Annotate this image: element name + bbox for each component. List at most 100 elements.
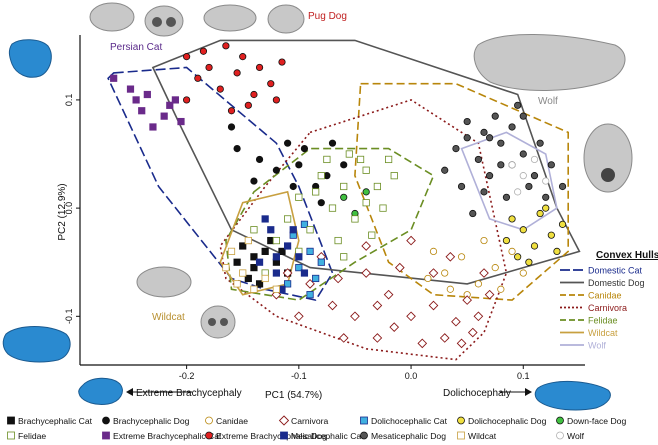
point-extreme-brachycephalic-dog xyxy=(199,47,208,55)
legend-marker xyxy=(102,431,110,440)
point-dolichocephalic-dog xyxy=(514,253,522,261)
y-tick-label: -0.1 xyxy=(64,309,74,325)
legend-label: Wolf xyxy=(567,431,585,441)
point-brachycephalic-cat xyxy=(278,247,286,255)
point-wildcat xyxy=(250,285,258,293)
legend-label: Mesaticephalic Cat xyxy=(291,431,364,441)
point-extreme-brachycephalic-dog xyxy=(233,69,241,77)
point-carnivora xyxy=(406,235,416,246)
point-mesaticephalic-dog xyxy=(480,128,488,136)
point-extreme-brachycephalic-cat xyxy=(149,123,157,131)
point-mesaticephalic-dog xyxy=(457,182,466,191)
point-dolichocephalic-dog xyxy=(558,220,567,228)
point-mesaticephalic-dog xyxy=(486,172,494,180)
point-mesaticephalic-dog xyxy=(463,134,471,142)
point-carnivora xyxy=(361,268,372,278)
point-brachycephalic-dog xyxy=(255,155,264,164)
point-brachycephalic-cat xyxy=(250,253,258,261)
point-felidae xyxy=(390,172,398,180)
point-carnivora xyxy=(417,338,428,349)
point-carnivora xyxy=(428,300,439,311)
point-carnivora xyxy=(462,295,473,305)
pug-dog-label: Pug Dog xyxy=(308,11,347,22)
point-extreme-brachycephalic-dog xyxy=(239,53,247,61)
hull-legend-label: Felidae xyxy=(588,316,618,326)
x-tick-label: 0.1 xyxy=(517,371,530,381)
blue-skull-bottom-right xyxy=(534,380,611,411)
point-brachycephalic-cat xyxy=(261,247,269,255)
point-down-face-dog xyxy=(362,188,370,196)
dolichocephaly-label: Dolichocephaly xyxy=(443,388,511,399)
data-points xyxy=(110,42,567,349)
x-tick-label: -0.1 xyxy=(291,371,307,381)
point-mesaticephalic-cat xyxy=(267,226,275,234)
point-mesaticephalic-dog xyxy=(519,112,527,120)
x-tick-label: -0.2 xyxy=(179,371,195,381)
legend-marker xyxy=(360,431,368,440)
point-dolichocephalic-dog xyxy=(547,231,555,239)
point-mesaticephalic-cat xyxy=(295,253,303,261)
y-axis-label: PC2 (12.9%) xyxy=(57,183,68,240)
legend-marker xyxy=(360,416,368,425)
point-extreme-brachycephalic-cat xyxy=(138,107,146,115)
point-brachycephalic-dog xyxy=(289,182,297,191)
point-mesaticephalic-dog xyxy=(497,139,505,147)
point-felidae xyxy=(328,204,337,212)
x-axis-label: PC1 (54.7%) xyxy=(265,390,322,401)
point-carnivora xyxy=(372,333,383,343)
point-extreme-brachycephalic-dog xyxy=(250,90,258,99)
point-carnivora xyxy=(372,300,383,311)
bottom-legend: Brachycephalic Cat Brachycephalic Dog Cani… xyxy=(7,415,626,441)
point-brachycephalic-cat xyxy=(255,280,264,288)
point-felidae xyxy=(272,236,280,245)
x-tick-label: 0.0 xyxy=(405,371,418,381)
point-felidae xyxy=(334,236,342,245)
convex-hulls-legend-title: Convex Hulls xyxy=(596,250,658,261)
point-mesaticephalic-dog xyxy=(547,161,555,169)
point-dolichocephalic-cat xyxy=(295,264,303,272)
legend-marker xyxy=(7,416,15,425)
point-wildcat xyxy=(239,269,247,277)
point-extreme-brachycephalic-dog xyxy=(227,107,236,115)
point-canidae xyxy=(519,269,527,277)
point-carnivora xyxy=(445,251,456,262)
legend-label: Brachycephalic Dog xyxy=(113,416,190,426)
point-brachycephalic-cat xyxy=(250,264,258,272)
point-felidae xyxy=(340,253,348,261)
point-dolichocephalic-dog xyxy=(519,226,527,234)
point-brachycephalic-cat xyxy=(233,258,241,266)
point-carnivora xyxy=(333,273,343,284)
point-carnivora xyxy=(383,289,394,300)
point-dolichocephalic-dog xyxy=(553,247,561,255)
point-dolichocephalic-cat xyxy=(317,258,325,266)
hull-legend-label: Carnivora xyxy=(588,303,627,313)
point-extreme-brachycephalic-cat xyxy=(171,96,179,104)
point-mesaticephalic-dog xyxy=(536,139,544,147)
point-dolichocephalic-dog xyxy=(530,242,539,250)
point-felidae xyxy=(362,199,370,207)
point-canidae xyxy=(497,285,505,293)
blue-skull-bottom-left-2 xyxy=(78,377,123,405)
point-brachycephalic-dog xyxy=(340,161,348,169)
point-mesaticephalic-dog xyxy=(480,188,488,196)
point-extreme-brachycephalic-dog xyxy=(216,85,224,93)
point-brachycephalic-cat xyxy=(239,242,247,250)
point-extreme-brachycephalic-dog xyxy=(278,58,286,66)
point-felidae xyxy=(312,188,320,196)
point-carnivora xyxy=(473,311,484,322)
legend-marker xyxy=(280,431,288,440)
point-dolichocephalic-dog xyxy=(508,215,516,223)
point-dolichocephalic-cat xyxy=(312,274,320,283)
hull-carnivora xyxy=(219,99,508,361)
point-carnivora xyxy=(484,289,495,300)
point-mesaticephalic-cat xyxy=(272,269,280,277)
point-extreme-brachycephalic-cat xyxy=(166,101,174,109)
point-wildcat xyxy=(261,274,269,283)
point-extreme-brachycephalic-dog xyxy=(183,53,191,61)
point-brachycephalic-dog xyxy=(272,166,280,174)
point-felidae xyxy=(368,231,376,239)
dolichocephaly-annotation: Dolichocephaly xyxy=(443,388,532,399)
point-carnivora xyxy=(428,268,439,278)
point-wolf xyxy=(542,177,550,185)
point-carnivora xyxy=(406,311,416,322)
